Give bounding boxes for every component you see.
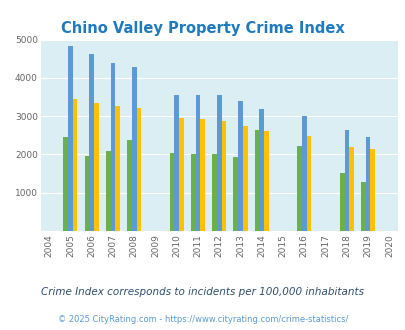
Bar bbox=[136, 108, 141, 231]
Bar bbox=[127, 140, 132, 231]
Bar bbox=[254, 130, 259, 231]
Bar bbox=[216, 95, 221, 231]
Bar bbox=[200, 119, 205, 231]
Bar bbox=[233, 157, 238, 231]
Bar bbox=[115, 106, 119, 231]
Bar bbox=[84, 156, 89, 231]
Bar bbox=[72, 99, 77, 231]
Bar bbox=[238, 101, 242, 231]
Bar bbox=[348, 147, 353, 231]
Bar bbox=[195, 95, 200, 231]
Bar bbox=[242, 126, 247, 231]
Bar bbox=[110, 63, 115, 231]
Bar bbox=[94, 103, 98, 231]
Bar bbox=[106, 150, 110, 231]
Bar bbox=[344, 130, 348, 231]
Bar bbox=[68, 47, 72, 231]
Bar bbox=[63, 137, 68, 231]
Bar bbox=[306, 136, 311, 231]
Text: Chino Valley Property Crime Index: Chino Valley Property Crime Index bbox=[61, 21, 344, 36]
Bar bbox=[339, 173, 344, 231]
Bar bbox=[179, 118, 183, 231]
Bar bbox=[369, 149, 374, 231]
Bar bbox=[89, 54, 94, 231]
Bar bbox=[174, 95, 179, 231]
Bar bbox=[296, 146, 301, 231]
Bar bbox=[221, 121, 226, 231]
Bar bbox=[169, 152, 174, 231]
Bar bbox=[365, 137, 369, 231]
Bar bbox=[132, 67, 136, 231]
Text: © 2025 CityRating.com - https://www.cityrating.com/crime-statistics/: © 2025 CityRating.com - https://www.city… bbox=[58, 315, 347, 324]
Bar bbox=[259, 109, 264, 231]
Bar bbox=[264, 131, 268, 231]
Bar bbox=[212, 154, 216, 231]
Bar bbox=[301, 116, 306, 231]
Text: Crime Index corresponds to incidents per 100,000 inhabitants: Crime Index corresponds to incidents per… bbox=[41, 287, 364, 297]
Bar bbox=[190, 154, 195, 231]
Bar bbox=[360, 182, 365, 231]
